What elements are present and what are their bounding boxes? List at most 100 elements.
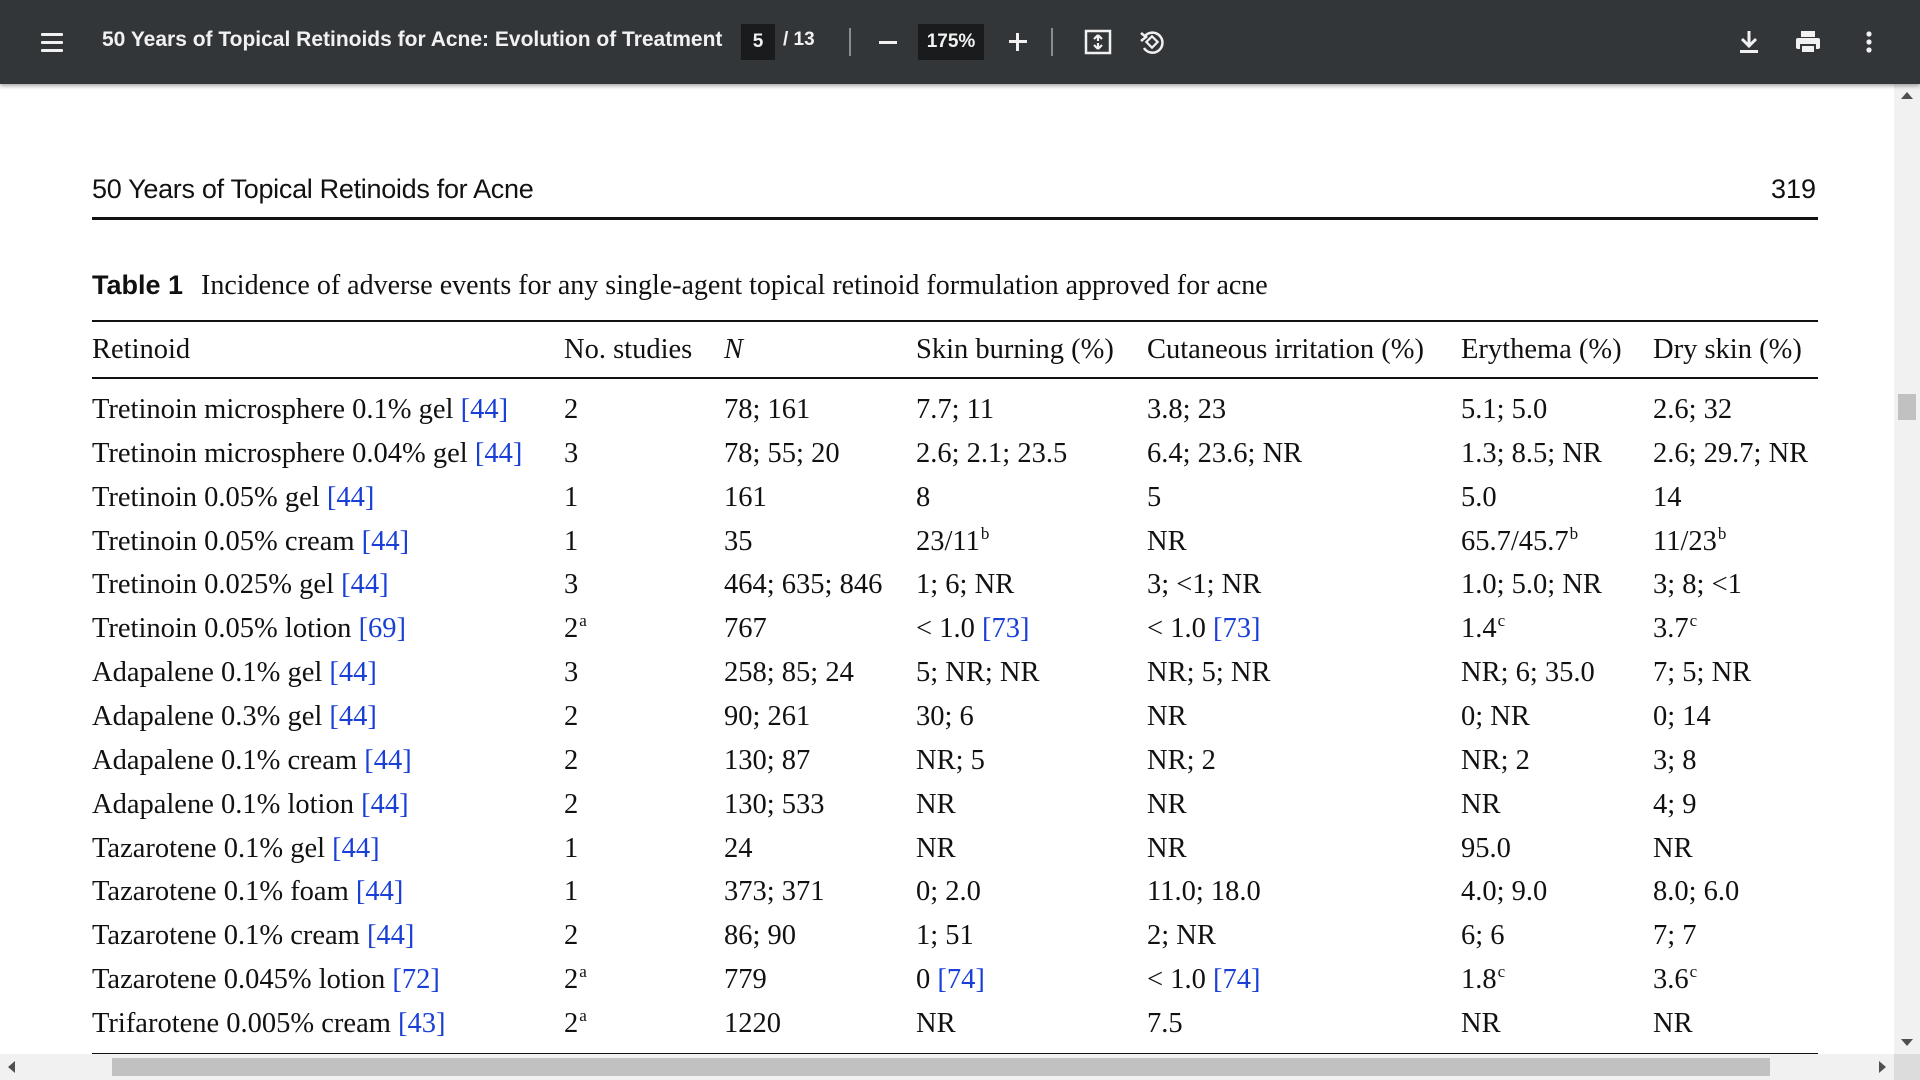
reference-link[interactable]: [44]: [355, 876, 404, 908]
table-row: Adapalene 0.1% gel [44] 3 258; 85; 24 5; NR…: [92, 651, 1818, 695]
n-cell: 130; 533: [724, 788, 825, 820]
scroll-right-arrow-icon[interactable]: [1879, 1061, 1886, 1073]
scroll-left-arrow-icon[interactable]: [8, 1061, 15, 1073]
reference-link[interactable]: [44]: [366, 920, 415, 952]
reference-link[interactable]: [72]: [392, 964, 440, 996]
minus-icon[interactable]: [870, 24, 906, 60]
dry-skin-cell: 11/23b: [1653, 520, 1726, 567]
table-row: Tazarotene 0.1% cream [44] 2 86; 90 1; 51 2;…: [92, 914, 1818, 958]
skin-burning-cell: NR: [916, 827, 956, 871]
studies-cell: 2: [564, 388, 578, 432]
vertical-scrollbar[interactable]: [1894, 84, 1920, 1054]
dry-skin-cell: 3; 8: [1653, 739, 1697, 783]
reference-link[interactable]: [44]: [364, 744, 412, 776]
erythema-cell: 65.7/45.7b: [1461, 520, 1578, 567]
studies-cell: 1: [564, 520, 578, 564]
toolbar-divider: [1051, 28, 1053, 56]
erythema-cell-value: 6; 6: [1461, 920, 1505, 952]
irritation-cell: 11.0; 18.0: [1147, 870, 1261, 914]
irritation-cell-value: 5: [1147, 481, 1162, 513]
erythema-cell-value: 5.1; 5.0: [1461, 394, 1548, 425]
reference-link[interactable]: [43]: [398, 1007, 446, 1039]
skin-burning-cell-value: 1; 51: [916, 920, 974, 952]
reference-link[interactable]: [44]: [332, 832, 380, 864]
irritation-cell-value: NR; 5; NR: [1147, 657, 1271, 689]
reference-link[interactable]: [44]: [361, 788, 409, 820]
studies-value: 2: [564, 1007, 579, 1039]
horizontal-scrollbar[interactable]: [0, 1054, 1894, 1080]
irritation-cell: NR; 2: [1147, 739, 1216, 783]
studies-value: 2: [564, 744, 579, 776]
rotate-icon[interactable]: [1132, 22, 1172, 62]
retinoid-name: Tazarotene 0.1% cream: [92, 920, 360, 952]
studies-cell: 2: [564, 783, 578, 827]
more-vertical-icon[interactable]: [1849, 22, 1889, 62]
table-bottom-rule: [92, 1053, 1818, 1054]
retinoid-cell: Tretinoin 0.05% cream [44]: [92, 520, 409, 564]
reference-link[interactable]: [69]: [358, 613, 407, 645]
irritation-cell: 7.5: [1147, 1002, 1183, 1046]
skin-burning-cell: < 1.0 [73]: [916, 607, 1029, 651]
erythema-cell-value: NR: [1461, 1007, 1501, 1039]
skin-burning-cell-value: 23/11: [916, 525, 980, 557]
reference-link[interactable]: [44]: [361, 525, 410, 557]
reference-link[interactable]: [44]: [326, 481, 375, 513]
retinoid-name: Tazarotene 0.1% gel: [92, 832, 326, 864]
reference-link[interactable]: [44]: [329, 657, 377, 689]
skin-burning-cell: 7.7; 11: [916, 388, 994, 432]
skin-burning-cell: 30; 6: [916, 695, 974, 739]
download-icon[interactable]: [1729, 22, 1769, 62]
skin-burning-cell-value: NR: [916, 832, 956, 864]
irritation-cell-value: NR: [1147, 832, 1187, 864]
retinoid-cell: Tretinoin microsphere 0.1% gel [44]: [92, 388, 508, 432]
vertical-scroll-thumb[interactable]: [1898, 394, 1916, 420]
reference-link[interactable]: [74]: [1212, 964, 1261, 996]
dry-skin-cell-value: 0; 14: [1653, 700, 1711, 732]
reference-link[interactable]: [44]: [460, 394, 509, 425]
column-header: Dry skin (%): [1653, 334, 1802, 365]
menu-icon[interactable]: [32, 22, 72, 62]
scrollbar-corner: [1894, 1054, 1920, 1080]
dry-skin-cell: 3.7c: [1653, 607, 1697, 654]
column-header: Cutaneous irritation (%): [1147, 334, 1425, 365]
dry-skin-cell-value: 3; 8: [1653, 744, 1697, 776]
fit-to-page-icon[interactable]: [1078, 22, 1118, 62]
page-number-input[interactable]: 5: [741, 24, 775, 60]
dry-skin-cell-value: 11/23: [1653, 525, 1717, 557]
zoom-level-input[interactable]: 175%: [918, 24, 984, 60]
print-icon[interactable]: [1788, 22, 1828, 62]
scroll-up-arrow-icon[interactable]: [1901, 92, 1913, 99]
n-cell: 86; 90: [724, 920, 797, 952]
scroll-down-arrow-icon[interactable]: [1901, 1039, 1913, 1046]
page-number: 319: [1770, 174, 1816, 204]
n-cell: 258; 85; 24: [724, 657, 854, 689]
reference-link[interactable]: [44]: [329, 700, 377, 732]
dry-skin-cell: 7; 5; NR: [1653, 651, 1751, 695]
retinoid-cell: Tazarotene 0.1% foam [44]: [92, 870, 403, 914]
plus-icon[interactable]: [1000, 24, 1036, 60]
table-header-rule: [92, 377, 1818, 379]
irritation-cell: < 1.0 [74]: [1147, 958, 1260, 1002]
skin-burning-cell-value: < 1.0: [916, 613, 975, 645]
reference-link[interactable]: [74]: [937, 964, 985, 996]
reference-link[interactable]: [44]: [474, 437, 523, 469]
studies-value: 3: [564, 437, 579, 469]
reference-link[interactable]: [73]: [981, 613, 1030, 645]
dry-skin-cell: 8.0; 6.0: [1653, 870, 1739, 914]
studies-cell: 2: [564, 914, 578, 958]
erythema-cell-value: 1.3; 8.5; NR: [1461, 437, 1602, 469]
retinoid-name: Adapalene 0.1% lotion: [92, 788, 354, 820]
skin-burning-cell: 0; 2.0: [916, 870, 981, 914]
reference-link[interactable]: [44]: [341, 569, 389, 601]
dry-skin-cell-value: 3; 8; <1: [1653, 569, 1742, 601]
table-row: Trifarotene 0.005% cream [43] 2a 1220 NR 7.5…: [92, 1002, 1818, 1046]
reference-link[interactable]: [73]: [1212, 613, 1261, 645]
retinoid-name: Trifarotene 0.005% cream: [92, 1007, 391, 1039]
footnote-marker: c: [1689, 962, 1698, 982]
retinoid-name: Tazarotene 0.1% foam: [92, 876, 349, 908]
horizontal-scroll-thumb[interactable]: [112, 1058, 1770, 1076]
column-header: No. studies: [564, 334, 693, 365]
retinoid-cell: Tazarotene 0.1% cream [44]: [92, 914, 414, 958]
table-row: Adapalene 0.3% gel [44] 2 90; 261 30; 6 NR 0;…: [92, 695, 1818, 739]
erythema-cell-value: NR; 2: [1461, 744, 1530, 776]
